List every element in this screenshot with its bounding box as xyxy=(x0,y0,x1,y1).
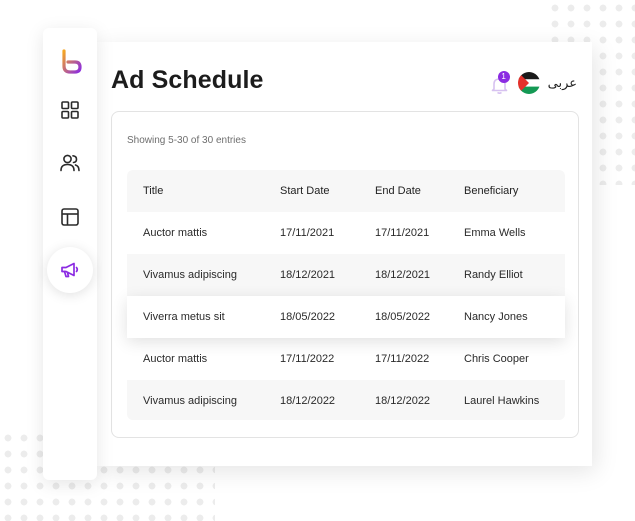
logo-icon[interactable] xyxy=(50,42,90,82)
cell-beneficiary: Nancy Jones xyxy=(464,311,528,323)
cell-start-date: 17/11/2021 xyxy=(280,227,335,239)
column-header-start-date[interactable]: Start Date xyxy=(280,185,330,197)
column-header-title[interactable]: Title xyxy=(143,185,164,197)
table-row[interactable]: Auctor mattis 17/11/2021 17/11/2021 Emma… xyxy=(127,212,565,254)
cell-title: Auctor mattis xyxy=(143,353,208,365)
cell-start-date: 18/12/2021 xyxy=(280,269,336,281)
cell-end-date: 18/05/2022 xyxy=(375,311,431,323)
schedule-table: Title Start Date End Date Beneficiary Au… xyxy=(127,170,565,420)
users-icon xyxy=(60,154,80,172)
header-actions: 1 عربى xyxy=(490,71,577,94)
cell-start-date: 18/12/2022 xyxy=(280,395,336,407)
column-header-end-date[interactable]: End Date xyxy=(375,185,421,197)
cell-beneficiary: Emma Wells xyxy=(464,227,526,239)
sidebar-item-ad-schedule[interactable] xyxy=(47,247,93,293)
cell-end-date: 18/12/2022 xyxy=(375,395,431,407)
cell-end-date: 17/11/2022 xyxy=(375,353,430,365)
table-row[interactable]: Vivamus adipiscing 18/12/2022 18/12/2022… xyxy=(127,380,565,422)
sidebar-item-layout[interactable] xyxy=(50,197,90,237)
table-row[interactable]: Vivamus adipiscing 18/12/2021 18/12/2021… xyxy=(127,254,565,296)
cell-start-date: 17/11/2022 xyxy=(280,353,335,365)
cell-beneficiary: Laurel Hawkins xyxy=(464,395,540,407)
main-panel: Ad Schedule 1 عربى Showing 5-30 of 30 en… xyxy=(97,42,592,466)
page-title: Ad Schedule xyxy=(111,66,264,94)
cell-end-date: 17/11/2021 xyxy=(375,227,430,239)
notification-badge: 1 xyxy=(497,71,510,83)
sidebar-item-users[interactable] xyxy=(50,143,90,183)
language-switch[interactable]: عربى xyxy=(547,75,577,90)
megaphone-icon xyxy=(61,262,79,278)
column-header-beneficiary[interactable]: Beneficiary xyxy=(464,185,519,197)
cell-title: Vivamus adipiscing xyxy=(143,269,237,281)
cell-start-date: 18/05/2022 xyxy=(280,311,336,323)
cell-title: Viverra metus sit xyxy=(143,311,225,323)
palestine-flag-icon[interactable] xyxy=(517,72,540,94)
cell-end-date: 18/12/2021 xyxy=(375,269,431,281)
table-row[interactable]: Viverra metus sit 18/05/2022 18/05/2022 … xyxy=(127,296,565,338)
layout-icon xyxy=(61,208,79,226)
sidebar-item-dashboard[interactable] xyxy=(50,90,90,130)
cell-beneficiary: Randy Elliot xyxy=(464,269,523,281)
schedule-card: Showing 5-30 of 30 entries Title Start D… xyxy=(111,111,579,438)
cell-beneficiary: Chris Cooper xyxy=(464,353,529,365)
table-header: Title Start Date End Date Beneficiary xyxy=(127,170,565,212)
cell-title: Auctor mattis xyxy=(143,227,208,239)
sidebar xyxy=(43,28,97,480)
dashboard-grid-icon xyxy=(61,101,79,119)
notifications-button[interactable]: 1 xyxy=(490,71,510,94)
table-row[interactable]: Auctor mattis 17/11/2022 17/11/2022 Chri… xyxy=(127,338,565,380)
entries-count: Showing 5-30 of 30 entries xyxy=(127,135,246,146)
cell-title: Vivamus adipiscing xyxy=(143,395,237,407)
